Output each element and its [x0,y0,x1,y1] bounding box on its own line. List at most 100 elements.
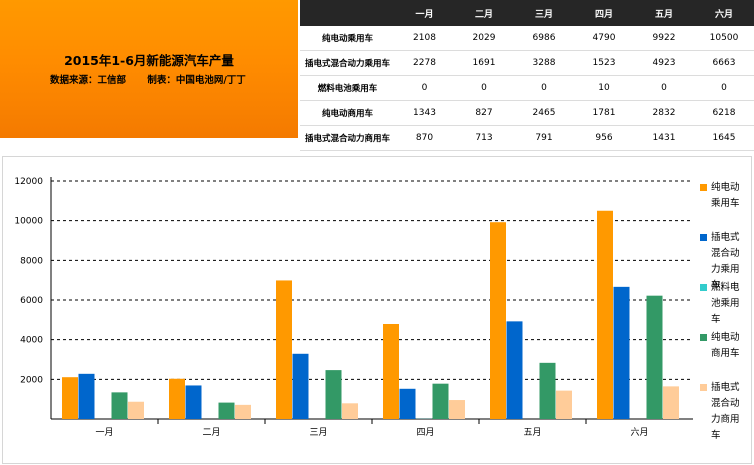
bar [111,392,128,419]
legend-swatch [700,234,707,241]
table-cell: 2278 [395,50,454,76]
column-header: 三月 [514,0,574,26]
x-tick-label: 二月 [202,427,220,438]
table-cell: 0 [694,75,754,101]
bar [539,362,556,419]
legend-item: 纯电动商用车 [700,330,752,380]
legend-label: 纯电动商用车 [711,332,740,359]
legend-swatch [700,384,707,391]
column-header: 一月 [395,0,454,26]
table-cell: 1691 [454,50,514,76]
table-cell: 827 [454,100,514,126]
legend-label: 燃料电池乘用车 [711,282,740,325]
y-tick-label: 12000 [14,177,43,187]
table-cell: 4790 [574,26,634,51]
column-header: 四月 [574,0,634,26]
bar [62,377,78,419]
table-cell: 2465 [514,100,574,126]
bar [556,390,572,419]
bar [342,403,358,419]
x-tick-label: 四月 [416,427,434,438]
row-label: 纯电动商用车 [300,100,395,126]
chart-legend: 纯电动乘用车 插电式混合动力乘用车 燃料电池乘用车 纯电动商用车 插电式混合动力… [700,180,752,441]
legend-swatch [700,334,707,341]
production-data-table: 一月 二月 三月 四月 五月 六月 纯电动乘用车 2108 2029 6986 … [300,0,754,151]
table-row: 纯电动乘用车 2108 2029 6986 4790 9922 10500 [300,26,754,51]
bar [128,401,144,419]
table-header-row: 一月 二月 三月 四月 五月 六月 [300,0,754,26]
column-header: 六月 [694,0,754,26]
table-cell: 0 [454,75,514,101]
x-tick-label: 六月 [630,426,648,438]
bar [235,404,251,419]
table-cell: 10 [574,75,634,101]
table-row: 插电式混合动力乘用车 2278 1691 3288 1523 4923 6663 [300,50,754,76]
table-cell: 713 [454,125,514,151]
table-cell: 0 [634,75,694,101]
row-label: 插电式混合动力乘用车 [300,50,395,76]
bar [663,386,679,419]
source-line: 数据来源：工信部 制表：中国电池网/丁丁 [50,72,264,86]
table-cell: 2108 [395,26,454,51]
row-label: 燃料电池乘用车 [300,75,395,101]
x-tick-label: 一月 [95,427,113,438]
title-panel: 2015年1-6月新能源汽车产量 数据来源：工信部 制表：中国电池网/丁丁 [0,0,298,138]
table-cell: 0 [395,75,454,101]
table-cell: 1343 [395,100,454,126]
table-cell: 1523 [574,50,634,76]
column-header: 五月 [634,0,694,26]
legend-item: 插电式混合动力商用车 [700,380,752,441]
table-cell: 9922 [634,26,694,51]
legend-label: 插电式混合动力乘用车 [711,232,740,291]
bar [597,210,613,419]
bar [325,370,342,419]
table-maker-text: 制表：中国电池网/丁丁 [147,75,246,86]
legend-swatch [700,184,707,191]
x-tick-label: 五月 [523,427,541,438]
bar [449,400,465,419]
column-header: 二月 [454,0,514,26]
y-tick-label: 4000 [20,336,43,346]
y-tick-label: 10000 [14,217,43,227]
table-cell: 870 [395,125,454,151]
bar [646,295,663,419]
row-label: 纯电动乘用车 [300,26,395,51]
data-source-text: 数据来源：工信部 [50,75,127,86]
table-cell: 1645 [694,125,754,151]
table-cell: 3288 [514,50,574,76]
table-cell: 6218 [694,100,754,126]
bar [78,373,95,419]
legend-label: 插电式混合动力商用车 [711,382,740,441]
table-cell: 6663 [694,50,754,76]
table-cell: 0 [514,75,574,101]
legend-item: 燃料电池乘用车 [700,280,752,330]
legend-item: 纯电动乘用车 [700,180,752,230]
table-row: 纯电动商用车 1343 827 2465 1781 2832 6218 [300,100,754,126]
bar-chart: 2000 4000 6000 8000 10000 12000 一月 二月 三月 四月 五月 六月 [14,177,693,438]
chart-area: 2000 4000 6000 8000 10000 12000 一月 二月 三月 四月 五月 六月 [2,156,752,464]
bar [432,383,449,419]
table-row: 燃料电池乘用车 0 0 0 10 0 0 [300,75,754,101]
table-cell: 2029 [454,26,514,51]
y-tick-label: 6000 [20,296,43,306]
table-row: 插电式混合动力商用车 870 713 791 956 1431 1645 [300,125,754,151]
table-cell: 10500 [694,26,754,51]
bar [185,385,202,419]
bar [276,280,292,419]
legend-swatch [700,284,707,291]
table-cell: 791 [514,125,574,151]
table-cell: 2832 [634,100,694,126]
x-tick-label: 三月 [309,427,327,438]
bar [399,388,416,419]
table-cell: 1431 [634,125,694,151]
page-title: 2015年1-6月新能源汽车产量 [64,53,234,68]
bar [383,323,399,419]
bar [169,378,185,419]
table-cell: 6986 [514,26,574,51]
bar [490,222,506,419]
bar [613,286,630,419]
y-tick-label: 8000 [20,256,43,266]
bar [218,402,235,419]
bar [506,321,523,419]
bar [292,353,309,419]
